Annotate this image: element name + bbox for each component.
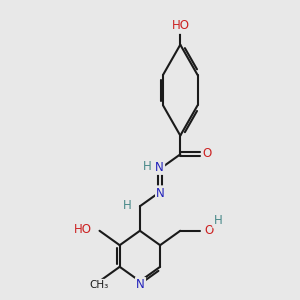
- Text: N: N: [156, 187, 165, 200]
- Text: H: H: [123, 199, 132, 212]
- Text: N: N: [156, 187, 165, 200]
- Text: HO: HO: [172, 20, 190, 32]
- Text: N: N: [136, 278, 145, 291]
- Text: CH₃: CH₃: [89, 280, 109, 290]
- Text: O: O: [204, 224, 213, 237]
- Text: HO: HO: [172, 20, 190, 32]
- Text: O: O: [202, 147, 212, 160]
- Text: O: O: [202, 147, 212, 160]
- Text: HO: HO: [74, 223, 92, 236]
- Text: N: N: [155, 160, 164, 173]
- Text: O: O: [204, 224, 213, 237]
- Text: H: H: [213, 214, 222, 227]
- Text: N: N: [136, 278, 145, 291]
- Text: N: N: [155, 160, 164, 173]
- Text: H: H: [143, 160, 152, 173]
- Text: H: H: [123, 199, 132, 212]
- Text: H: H: [143, 160, 152, 173]
- Text: HO: HO: [74, 223, 92, 236]
- Text: H: H: [213, 214, 222, 227]
